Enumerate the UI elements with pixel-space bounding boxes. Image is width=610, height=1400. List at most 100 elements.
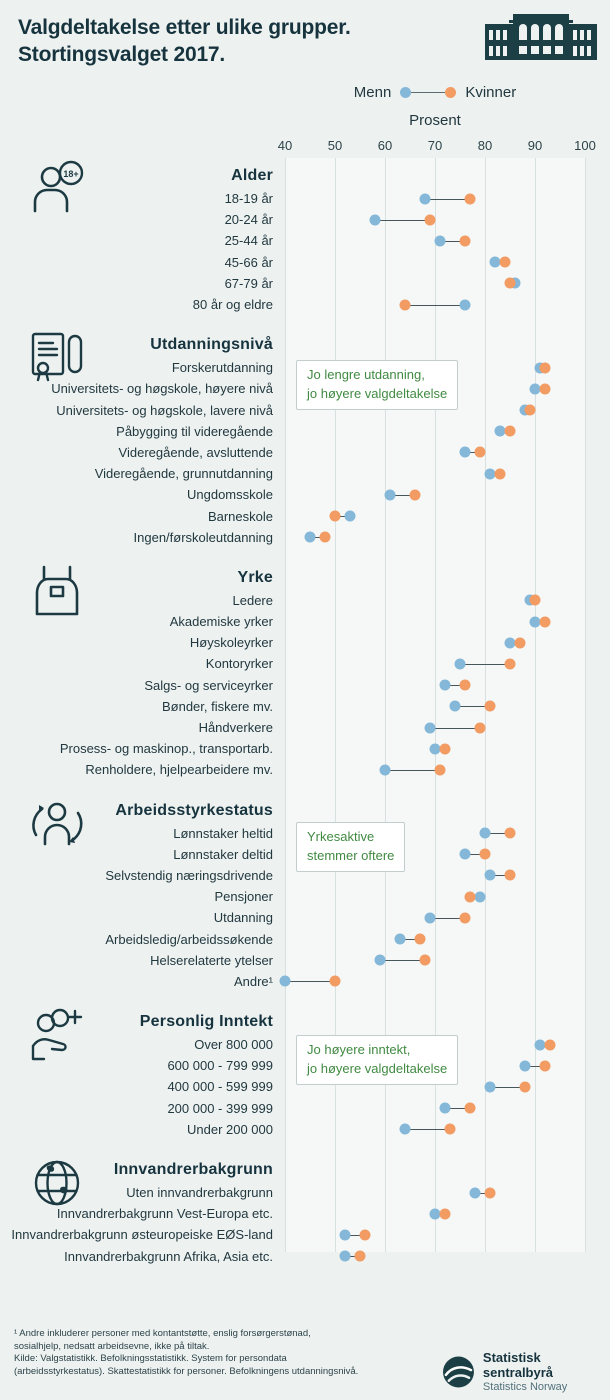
connector-line bbox=[485, 833, 510, 835]
row-plot bbox=[285, 1203, 585, 1224]
row-plot bbox=[285, 484, 585, 505]
title-line-1: Valgdeltakelse etter ulike grupper. bbox=[18, 16, 351, 39]
row-plot bbox=[285, 738, 585, 759]
row-label: Under 200 000 bbox=[186, 1121, 273, 1137]
connector-line bbox=[440, 240, 465, 242]
row-plot bbox=[285, 1098, 585, 1119]
ssb-building-icon bbox=[485, 14, 597, 60]
chart-row: 80 år og eldre bbox=[5, 294, 585, 315]
row-label: Barneskole bbox=[207, 508, 273, 524]
row-label: Utdanning bbox=[213, 910, 273, 926]
row-label: Selvstendig næringsdrivende bbox=[105, 867, 273, 883]
kvinner-dot bbox=[329, 975, 341, 987]
row-plot bbox=[285, 442, 585, 463]
chart-row: Selvstendig næringsdrivende bbox=[5, 865, 585, 886]
kvinner-dot bbox=[484, 1187, 496, 1199]
row-label: Ungdomsskole bbox=[187, 487, 273, 503]
chart-row: Videregående, grunnutdanning bbox=[5, 463, 585, 484]
connector-line bbox=[455, 706, 490, 708]
chart-row: Renholdere, hjelpearbeidere mv. bbox=[5, 759, 585, 780]
annotation-text-line: Jo lengre utdanning, bbox=[307, 367, 425, 382]
menn-dot bbox=[384, 489, 396, 501]
menn-dot bbox=[529, 616, 541, 628]
row-plot bbox=[285, 463, 585, 484]
annotation-text-line: jo høyere valgdeltakelse bbox=[307, 1060, 448, 1076]
annotation-text-line: jo høyere valgdeltakelse bbox=[307, 385, 448, 401]
row-label: 45-66 år bbox=[224, 254, 273, 270]
menn-dot bbox=[369, 214, 381, 226]
gridline bbox=[585, 158, 586, 1252]
row-label: Innvandrerbakgrunn østeuropeiske EØS-lan… bbox=[11, 1227, 273, 1243]
menn-dot bbox=[454, 658, 466, 670]
chart-section: Utdanningsnivå Forskerutdanning Universite… bbox=[5, 333, 585, 548]
connector-line bbox=[380, 960, 425, 962]
kvinner-dot bbox=[539, 362, 551, 374]
legend-menn-label: Menn bbox=[353, 84, 392, 101]
row-label: Universitets- og høgskole, høyere nivå bbox=[51, 381, 273, 397]
menn-dot bbox=[459, 446, 471, 458]
chart-row: Innvandrerbakgrunn østeuropeiske EØS-lan… bbox=[5, 1224, 585, 1245]
axis-tick-labels: 40 50 60 70 80 90 100 bbox=[278, 138, 596, 154]
row-plot bbox=[285, 400, 585, 421]
footnote-line: sosialhjelp, nedsatt arbeidsevne, ikke p… bbox=[14, 1340, 210, 1352]
connector-line bbox=[460, 663, 510, 665]
menn-dot bbox=[519, 1060, 531, 1072]
source-line: Kilde: Valgstatistikk. Befolkningsstatis… bbox=[14, 1353, 287, 1364]
kvinner-dot bbox=[504, 425, 516, 437]
row-label: Over 800 000 bbox=[194, 1037, 273, 1053]
chart-row: Pensjoner bbox=[5, 886, 585, 907]
section-heading-row: Innvandrerbakgrunn bbox=[5, 1158, 585, 1182]
row-plot bbox=[285, 505, 585, 526]
menn-dot bbox=[534, 1039, 546, 1051]
kvinner-dot bbox=[459, 679, 471, 691]
row-plot bbox=[285, 844, 585, 865]
gridline bbox=[385, 158, 386, 1252]
row-label: Pensjoner bbox=[214, 889, 273, 905]
org-branding: Statistisk sentralbyrå Statistics Norway bbox=[443, 1350, 610, 1393]
chart-row: Innvandrerbakgrunn Afrika, Asia etc. bbox=[5, 1246, 585, 1267]
row-plot bbox=[285, 717, 585, 738]
kvinner-dot bbox=[514, 637, 526, 649]
kvinner-dot bbox=[539, 1060, 551, 1072]
kvinner-dot bbox=[434, 764, 446, 776]
chart-row: Helserelaterte ytelser bbox=[5, 950, 585, 971]
menn-dot bbox=[469, 1187, 481, 1199]
kvinner-dot bbox=[539, 616, 551, 628]
row-plot bbox=[285, 357, 585, 378]
kvinner-dot bbox=[399, 299, 411, 311]
connector-line bbox=[465, 452, 480, 454]
kvinner-dot bbox=[494, 468, 506, 480]
org-name-en: Statistics Norway bbox=[482, 1381, 568, 1393]
kvinner-dot bbox=[504, 658, 516, 670]
chart-section: Yrke Ledere Akademiske yrker Høyskoleyrker K… bbox=[5, 566, 585, 781]
connector-line bbox=[375, 219, 430, 221]
kvinner-dot bbox=[445, 87, 457, 98]
footnotes: ¹ Andre inkluderer personer med kontants… bbox=[14, 1328, 358, 1378]
axis-tick-label: 100 bbox=[574, 138, 596, 153]
age-18plus-icon: 18+ bbox=[33, 160, 84, 213]
chart-row: 45-66 år bbox=[5, 252, 585, 273]
chart-row: Lønnstaker heltid bbox=[5, 823, 585, 844]
row-label: Renholdere, hjelpearbeidere mv. bbox=[85, 762, 273, 778]
row-plot bbox=[285, 886, 585, 907]
menn-dot bbox=[339, 1229, 351, 1241]
row-plot bbox=[285, 230, 585, 251]
menn-dot bbox=[459, 299, 471, 311]
row-label: Lønnstaker deltid bbox=[173, 846, 273, 862]
plot-spacer bbox=[285, 799, 585, 823]
axis-tick-label: 60 bbox=[377, 138, 393, 153]
connector-line bbox=[490, 1086, 525, 1088]
chart-row: Uten innvandrerbakgrunn bbox=[5, 1182, 585, 1203]
menn-dot bbox=[374, 954, 386, 966]
kvinner-dot bbox=[474, 722, 486, 734]
chart-row: Salgs- og serviceyrker bbox=[5, 675, 585, 696]
annotation-text-line: stemmer oftere bbox=[307, 847, 395, 863]
row-label: Videregående, grunnutdanning bbox=[94, 466, 273, 482]
menn-dot bbox=[529, 383, 541, 395]
kvinner-dot bbox=[519, 1081, 531, 1093]
row-label: Arbeidsledig/arbeidssøkende bbox=[105, 931, 273, 947]
annotation-education: Jo lengre utdanning, jo høyere valgdelta… bbox=[296, 360, 459, 410]
row-label: Høyskoleyrker bbox=[189, 635, 273, 651]
row-plot bbox=[285, 950, 585, 971]
connector-line bbox=[405, 304, 465, 306]
